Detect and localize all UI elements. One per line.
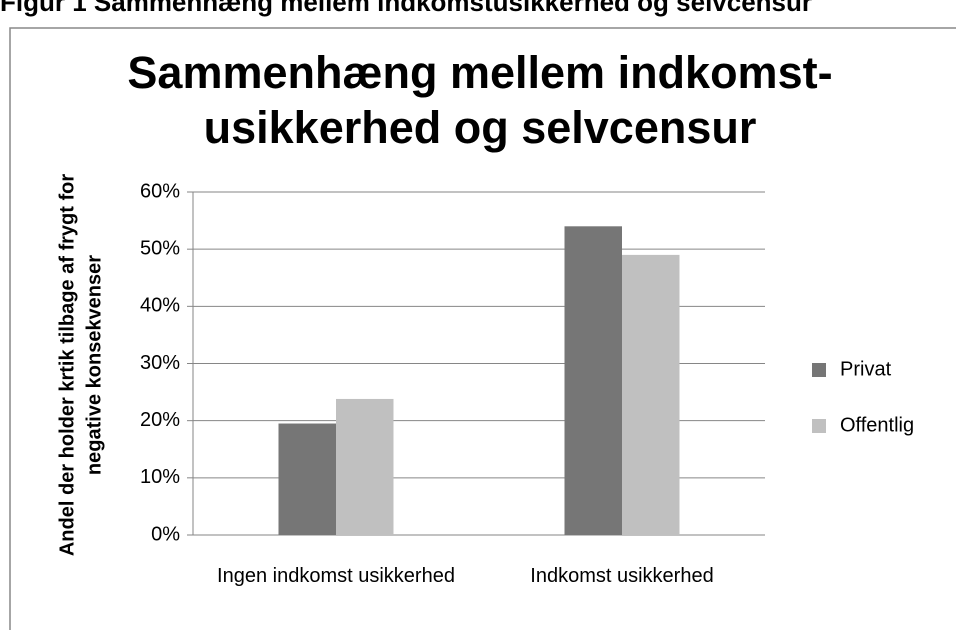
y-tick-label: 30% (140, 352, 180, 374)
legend-swatch (812, 419, 826, 433)
chart-title: usikkerhed og selvcensur (204, 102, 757, 153)
bar (622, 254, 680, 535)
x-tick-label: Ingen indkomst usikkerhed (217, 565, 455, 587)
bar (336, 398, 394, 535)
legend-swatch (812, 363, 826, 377)
y-tick-label: 10% (140, 466, 180, 488)
x-tick-label: Indkomst usikkerhed (530, 565, 714, 587)
y-axis-label: negative konsekvenser (83, 255, 105, 475)
figure-caption: Figur 1 Sammenhæng mellem indkomstusikke… (0, 0, 812, 17)
chart-frame (9, 27, 956, 630)
y-tick-label: 40% (140, 295, 180, 317)
chart-title: Sammenhæng mellem indkomst- (127, 47, 832, 98)
y-tick-label: 20% (140, 409, 180, 431)
y-tick-label: 0% (151, 523, 180, 545)
legend-label: Offentlig (840, 414, 914, 436)
legend-label: Privat (840, 358, 892, 380)
y-tick-label: 60% (140, 180, 180, 202)
bar (564, 226, 622, 536)
y-tick-label: 50% (140, 237, 180, 259)
bar (278, 423, 336, 535)
y-axis-label: Andel der holder krtik tilbage af frygt … (56, 174, 78, 556)
